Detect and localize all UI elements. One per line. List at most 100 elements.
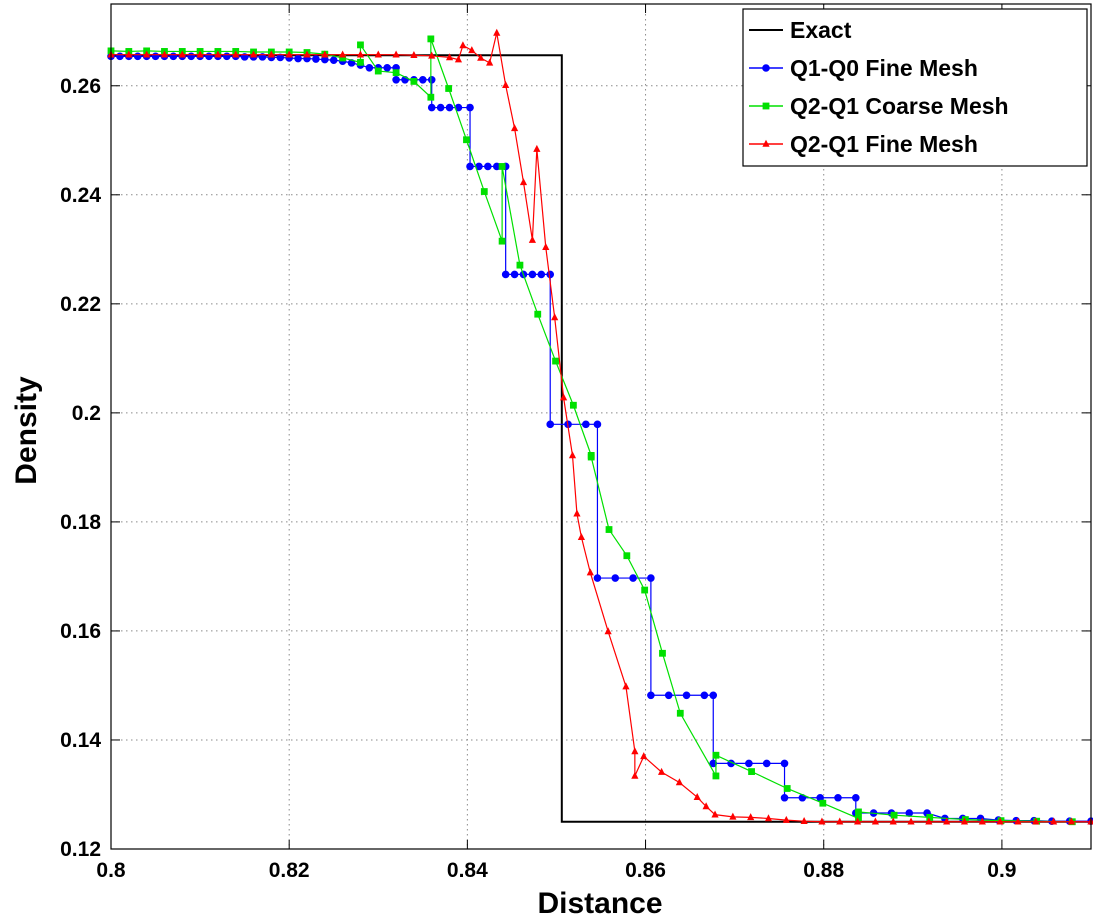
- legend-item: Q2-Q1 Fine Mesh: [749, 131, 978, 157]
- data-point-circle: [151, 52, 160, 61]
- data-point-circle: [647, 574, 655, 582]
- data-point-triangle: [943, 817, 951, 825]
- legend-label: Q2-Q1 Fine Mesh: [790, 131, 978, 157]
- y-tick-label: 0.26: [60, 75, 101, 98]
- data-point-circle: [834, 793, 842, 802]
- data-point-circle: [593, 574, 602, 582]
- data-point-circle: [709, 691, 718, 700]
- data-point-square: [623, 552, 631, 560]
- data-point-triangle: [640, 752, 648, 760]
- data-point-triangle: [125, 50, 133, 58]
- data-point-triangle: [889, 817, 897, 825]
- data-point-circle: [780, 793, 789, 802]
- data-point-triangle: [510, 124, 519, 132]
- data-point-circle: [383, 63, 391, 72]
- data-point-circle: [133, 52, 142, 61]
- axis-ticks: 0.8 0.82 0.84 0.86 0.88 0.9 0.12 0.14 0.16 0.18 0.…: [60, 4, 1091, 882]
- data-point-triangle: [800, 816, 808, 824]
- data-point-triangle: [711, 810, 719, 818]
- data-point-circle: [169, 52, 178, 61]
- data-point-square: [569, 401, 577, 409]
- data-point-triangle: [502, 81, 510, 89]
- data-point-circle: [116, 52, 124, 61]
- data-point-triangle: [568, 451, 577, 459]
- data-point-circle: [223, 52, 231, 61]
- data-point-triangle: [477, 53, 485, 61]
- data-point-square: [392, 69, 400, 77]
- data-point-circle: [537, 270, 546, 279]
- data-point-square: [427, 93, 435, 101]
- data-point-triangle: [675, 778, 683, 786]
- data-point-triangle: [1049, 817, 1058, 825]
- data-point-square: [427, 35, 435, 43]
- legend-label: Q2-Q1 Coarse Mesh: [790, 93, 1009, 119]
- data-point-triangle: [178, 50, 186, 58]
- x-axis-title: Distance: [537, 887, 662, 915]
- data-point-circle: [709, 759, 718, 768]
- data-point-triangle: [978, 817, 986, 825]
- data-point-triangle: [356, 50, 365, 58]
- data-point-circle: [510, 270, 519, 279]
- data-point-square: [712, 772, 720, 780]
- data-point-triangle: [1014, 817, 1022, 825]
- data-point-circle: [780, 759, 789, 768]
- data-point-triangle: [960, 817, 969, 825]
- plot-series: [107, 28, 1093, 826]
- data-point-circle: [187, 52, 195, 61]
- data-point-circle: [466, 162, 474, 171]
- data-point-square: [410, 78, 418, 85]
- x-tick-label: 0.86: [625, 859, 666, 882]
- data-point-circle: [762, 64, 770, 72]
- legend-label: Q1-Q0 Fine Mesh: [790, 55, 978, 81]
- data-point-circle: [445, 103, 454, 112]
- data-point-circle: [427, 103, 436, 112]
- y-tick-label: 0.2: [72, 402, 101, 425]
- data-point-square: [926, 813, 934, 821]
- y-tick-label: 0.16: [60, 620, 101, 643]
- data-point-triangle: [214, 50, 222, 58]
- data-point-square: [855, 815, 862, 822]
- data-point-triangle: [622, 682, 630, 690]
- data-point-square: [498, 163, 506, 170]
- data-point-triangle: [996, 817, 1004, 825]
- data-point-triangle: [533, 144, 541, 152]
- data-point-triangle: [762, 139, 770, 147]
- data-point-circle: [905, 809, 914, 817]
- data-point-triangle: [631, 747, 639, 755]
- data-point-triangle: [232, 50, 240, 58]
- data-point-square: [587, 453, 595, 461]
- data-point-triangle: [542, 242, 550, 250]
- data-point-triangle: [321, 50, 329, 58]
- legend-item: Exact: [749, 17, 852, 43]
- data-point-triangle: [586, 568, 594, 576]
- legend: Exact Q1-Q0 Fine Mesh Q2-Q1 Coarse Mesh Q2-…: [742, 8, 1088, 167]
- data-point-triangle: [519, 178, 528, 186]
- x-tick-label: 0.8: [96, 859, 126, 882]
- data-point-triangle: [573, 509, 581, 517]
- legend-item: Q2-Q1 Coarse Mesh: [749, 93, 1009, 119]
- data-point-triangle: [818, 817, 826, 825]
- data-point-triangle: [428, 51, 436, 59]
- data-point-square: [748, 768, 755, 775]
- y-axis-title: Density: [10, 376, 43, 485]
- data-point-circle: [427, 75, 436, 84]
- x-tick-label: 0.82: [269, 859, 310, 882]
- data-point-circle: [745, 759, 753, 768]
- y-tick-label: 0.12: [60, 838, 101, 861]
- series-3: [107, 28, 1093, 825]
- data-point-triangle: [657, 767, 666, 775]
- data-point-square: [819, 799, 827, 807]
- data-point-square: [676, 709, 684, 717]
- data-point-square: [605, 526, 613, 533]
- data-point-triangle: [782, 815, 790, 823]
- data-point-circle: [664, 691, 673, 700]
- data-point-circle: [682, 691, 691, 700]
- data-point-triangle: [577, 532, 585, 540]
- data-point-triangle: [468, 46, 476, 54]
- data-point-square: [641, 586, 649, 594]
- data-point-square: [659, 649, 666, 657]
- data-point-square: [552, 357, 559, 365]
- data-point-triangle: [559, 393, 568, 401]
- data-point-triangle: [925, 817, 933, 825]
